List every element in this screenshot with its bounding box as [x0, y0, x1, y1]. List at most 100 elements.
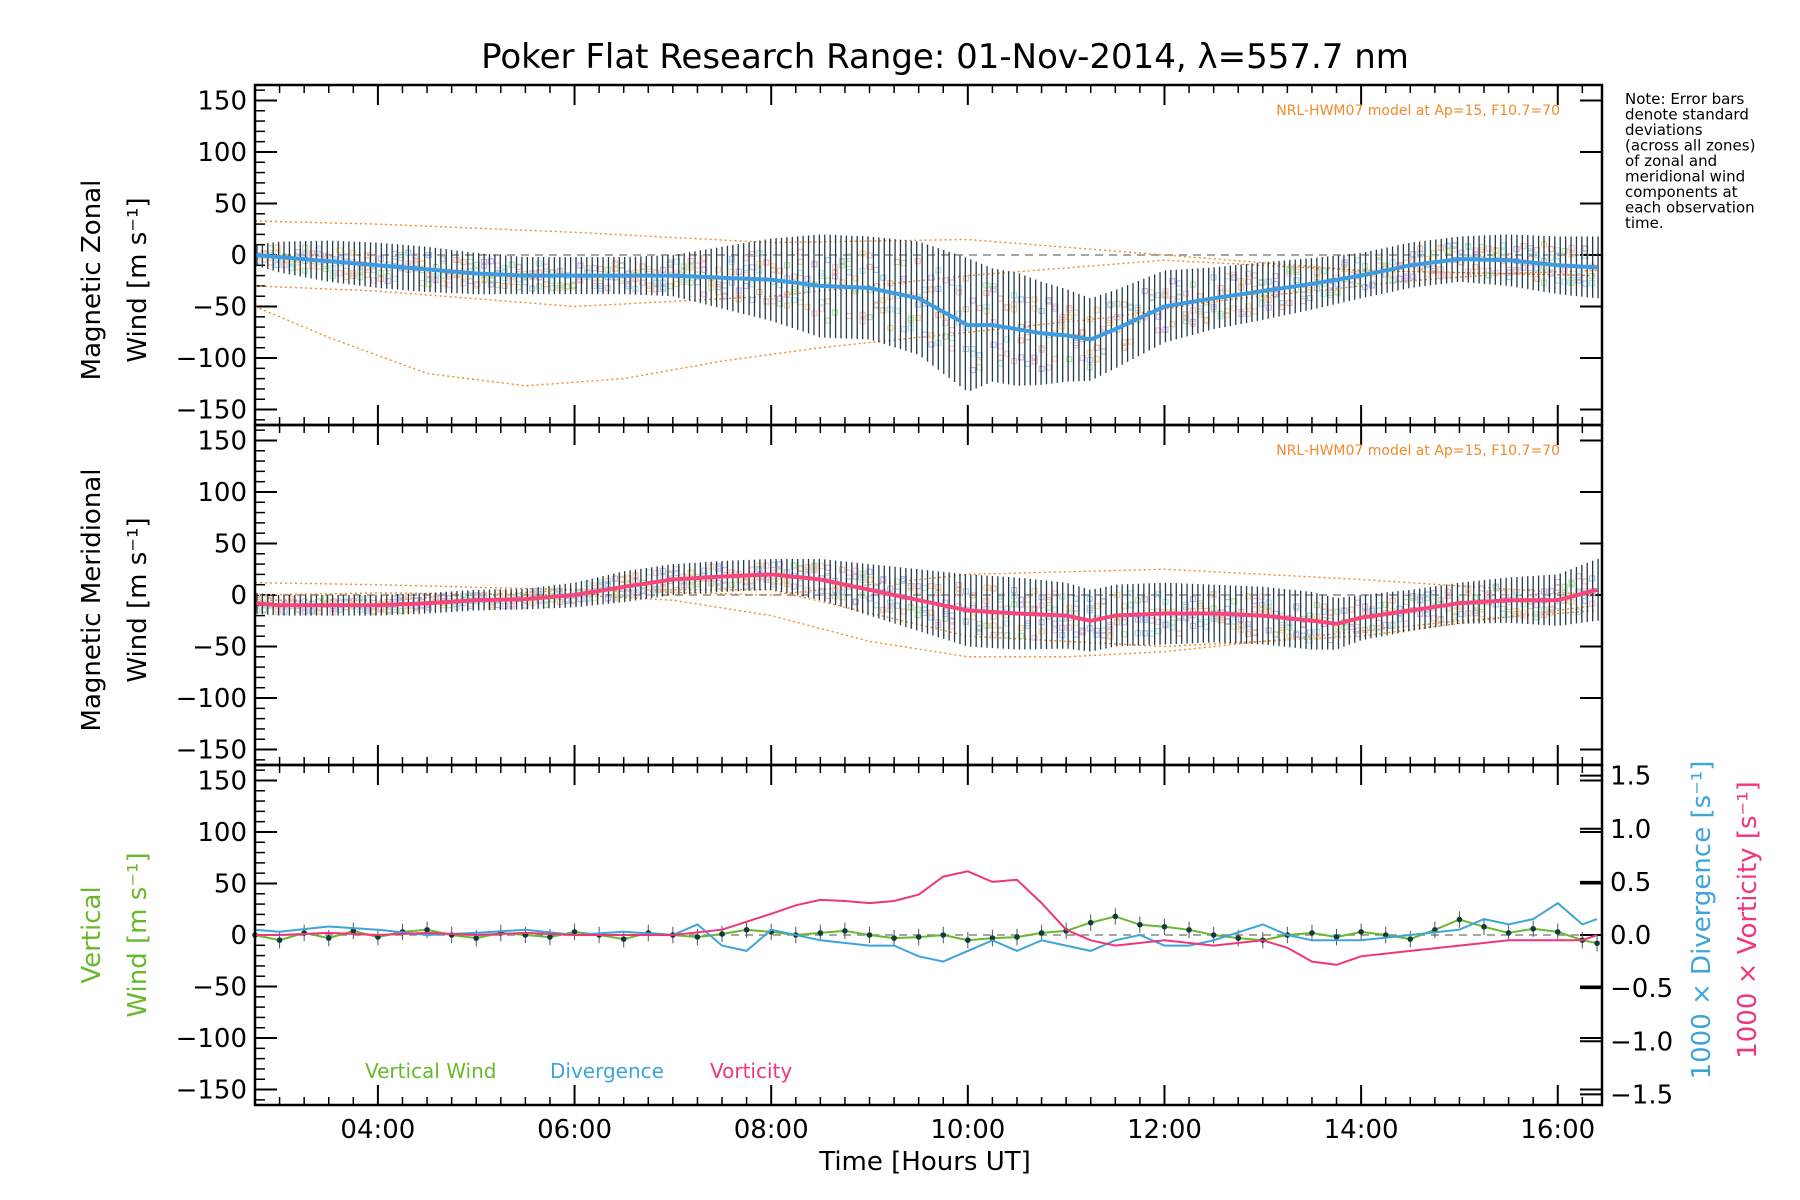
scatter-point: [1155, 292, 1162, 299]
scatter-point: [728, 581, 735, 589]
scatter-point: [1065, 313, 1073, 321]
scatter-point: [474, 592, 481, 599]
scatter-point: [770, 266, 777, 273]
scatter-point: [997, 343, 1004, 350]
scatter-point: [955, 581, 963, 589]
scatter-point: [838, 566, 846, 573]
scatter-point: [1176, 630, 1183, 637]
scatter-point: [274, 261, 281, 268]
chart-title: Poker Flat Research Range: 01-Nov-2014, …: [481, 37, 1409, 77]
vertical-ylabel-line1: Vertical: [77, 886, 107, 983]
scatter-point: [701, 266, 708, 273]
scatter-point: [646, 285, 653, 292]
scatter-point: [1107, 633, 1114, 640]
scatter-point: [1306, 287, 1314, 294]
scatter-point: [880, 274, 887, 281]
scatter-point: [1017, 624, 1025, 632]
scatter-point: [1258, 300, 1265, 307]
scatter-point: [315, 263, 323, 270]
scatter-point: [1072, 309, 1080, 316]
scatter-point: [1306, 294, 1314, 302]
scatter-point: [1258, 593, 1265, 600]
scatter-point: [790, 562, 797, 569]
scatter-point: [563, 283, 570, 290]
scatter-point: [1547, 605, 1554, 612]
vertical-ylabel-line2: Wind [m s⁻¹]: [123, 852, 153, 1017]
scatter-point: [412, 257, 419, 264]
scatter-point: [577, 596, 584, 603]
scatter-point: [398, 594, 405, 601]
scatter-point: [701, 255, 708, 262]
vertical-wind-point: [1333, 934, 1340, 940]
scatter-point: [928, 332, 935, 339]
vertical-ylabel: Vertical Wind [m s⁻¹]: [77, 852, 153, 1017]
scatter-point: [1231, 274, 1238, 281]
scatter-point: [487, 258, 495, 265]
scatter-point: [1485, 245, 1493, 252]
scatter-point: [997, 295, 1004, 302]
scatter-point: [804, 303, 811, 311]
vertical-wind-point: [965, 937, 971, 943]
scatter-point: [997, 360, 1004, 367]
scatter-point: [653, 280, 660, 287]
scatter-point: [714, 579, 722, 586]
vertical-wind-point: [817, 930, 824, 936]
scatter-point: [425, 281, 433, 288]
scatter-point: [921, 286, 928, 293]
scatter-point: [955, 585, 963, 593]
scatter-point: [790, 273, 797, 280]
scatter-point: [687, 569, 694, 576]
scatter-point: [1155, 628, 1162, 635]
scatter-point: [873, 602, 880, 609]
scatter-point: [1547, 609, 1554, 616]
scatter-point: [687, 279, 694, 286]
scatter-point: [1244, 278, 1252, 285]
scatter-point: [1217, 313, 1224, 320]
scatter-point: [763, 562, 770, 569]
scatter-point: [1004, 336, 1011, 343]
scatter-point: [990, 341, 997, 348]
scatter-point: [1320, 603, 1327, 610]
scatter-point: [1244, 303, 1252, 310]
vertical-wind-point: [1407, 936, 1414, 942]
scatter-point: [1217, 284, 1224, 292]
scatter-point: [852, 573, 859, 580]
scatter-point: [1183, 311, 1190, 318]
scatter-point: [1251, 272, 1259, 279]
scatter-point: [1554, 579, 1561, 586]
scatter-point: [928, 582, 935, 590]
scatter-point: [845, 569, 852, 576]
scatter-point: [1079, 329, 1086, 336]
scatter-point: [487, 281, 495, 288]
xtick-label: 08:00: [734, 1115, 809, 1145]
scatter-point: [1485, 592, 1493, 599]
vertical-wind-point: [1087, 919, 1094, 926]
mean-wind-line: [254, 253, 1598, 342]
scatter-point: [1534, 610, 1541, 617]
scatter-point: [1169, 624, 1176, 631]
note-line: components at: [1625, 183, 1738, 201]
scatter-point: [1375, 607, 1382, 615]
scatter-point: [460, 593, 467, 600]
scatter-point: [501, 282, 508, 290]
scatter-point: [1148, 630, 1155, 637]
scatter-point: [1148, 617, 1155, 624]
scatter-point: [350, 272, 357, 280]
scatter-point: [763, 297, 770, 305]
scatter-point: [1031, 634, 1038, 641]
scatter-point: [1403, 598, 1410, 606]
scatter-point: [1183, 314, 1190, 321]
scatter-point: [1472, 247, 1479, 254]
scatter-point: [1169, 320, 1176, 328]
scatter-point: [384, 608, 391, 615]
vertical-wind-point: [989, 935, 996, 941]
model-curve: [254, 269, 1598, 387]
xtick-label: 06:00: [537, 1115, 612, 1145]
scatter-point: [776, 561, 784, 568]
scatter-point: [1520, 243, 1527, 250]
scatter-point: [1079, 628, 1086, 635]
scatter-point: [880, 307, 887, 314]
scatter-point: [1334, 608, 1341, 615]
scatter-point: [1176, 280, 1183, 287]
